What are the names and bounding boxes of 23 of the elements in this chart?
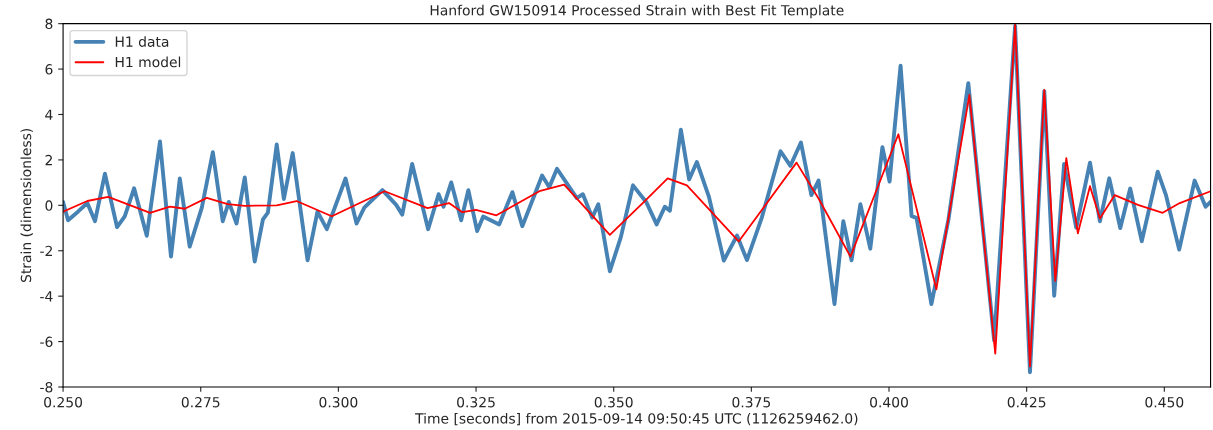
y-tick-label: -6 bbox=[40, 336, 53, 348]
y-tick-label: -8 bbox=[40, 381, 53, 393]
x-tick-label: 0.375 bbox=[732, 396, 771, 408]
x-tick-label: 0.275 bbox=[181, 396, 220, 408]
y-axis-title: Strain (dimensionless) bbox=[20, 128, 33, 283]
x-axis-title: Time [seconds] from 2015-09-14 09:50:45 UTC (1126259462.0) bbox=[415, 412, 858, 426]
legend-label: H1 model bbox=[115, 56, 181, 68]
chart-title: Hanford GW150914 Processed Strain with Best Fit Template bbox=[430, 4, 844, 19]
legend-label: H1 data bbox=[115, 36, 169, 47]
y-tick-label: 4 bbox=[45, 109, 53, 120]
x-tick-label: 0.250 bbox=[44, 396, 83, 408]
y-tick-label: -4 bbox=[40, 291, 53, 302]
x-tick-label: 0.325 bbox=[457, 396, 495, 408]
y-tick-label: 6 bbox=[45, 64, 53, 75]
x-tick-label: 0.400 bbox=[870, 396, 908, 408]
y-tick-label: -2 bbox=[40, 245, 52, 257]
y-tick-label: 0 bbox=[45, 200, 53, 211]
x-tick-label: 0.425 bbox=[1007, 396, 1046, 408]
y-tick-label: 8 bbox=[45, 18, 53, 30]
x-tick-label: 0.450 bbox=[1145, 396, 1184, 408]
y-tick-label: 2 bbox=[45, 154, 52, 166]
x-tick-label: 0.350 bbox=[594, 396, 633, 408]
x-tick-label: 0.300 bbox=[319, 396, 358, 408]
